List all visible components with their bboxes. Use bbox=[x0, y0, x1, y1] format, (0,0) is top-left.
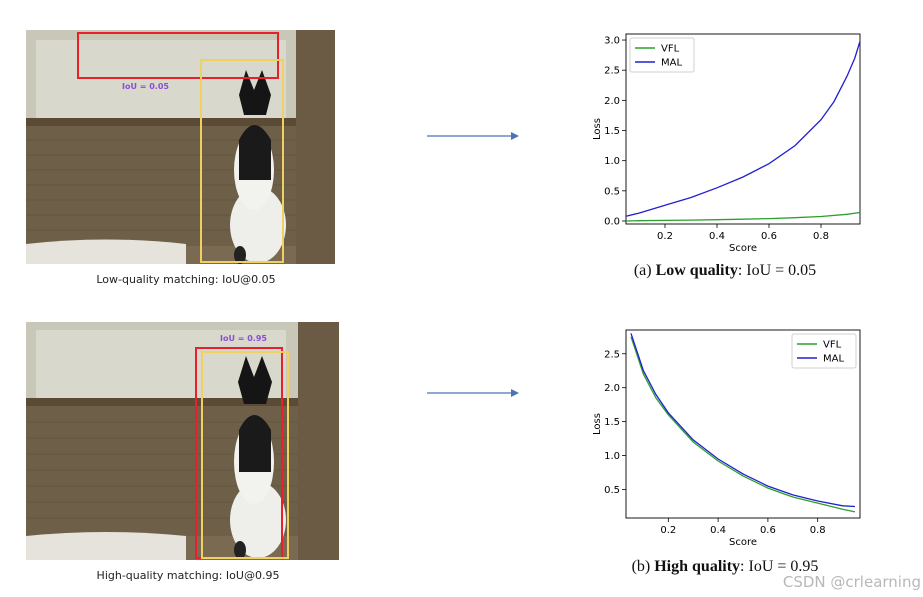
iou-label-low: IoU = 0.05 bbox=[122, 82, 169, 91]
photo-low-quality bbox=[26, 30, 335, 264]
x-tick-label: 0.2 bbox=[660, 525, 676, 536]
y-axis-label: Loss bbox=[592, 118, 603, 140]
iou-label-high: IoU = 0.95 bbox=[220, 334, 267, 343]
y-tick-label: 3.0 bbox=[604, 36, 620, 47]
legend-label: VFL bbox=[661, 44, 680, 55]
arrow-icon bbox=[427, 389, 519, 397]
chart-caption-low: (a) Low quality: IoU = 0.05 bbox=[575, 262, 875, 280]
y-tick-label: 2.0 bbox=[604, 383, 620, 394]
legend-label: VFL bbox=[823, 340, 842, 351]
series-line-vfl bbox=[625, 211, 861, 222]
y-tick-label: 1.0 bbox=[604, 451, 620, 462]
y-tick-label: 1.5 bbox=[604, 126, 620, 137]
x-axis-label: Score bbox=[729, 537, 757, 548]
series-line-mal bbox=[625, 41, 861, 217]
ground-truth-box bbox=[200, 59, 284, 263]
y-tick-label: 2.5 bbox=[604, 349, 620, 360]
x-tick-label: 0.4 bbox=[710, 525, 726, 536]
x-tick-label: 0.8 bbox=[810, 525, 826, 536]
loss-chart-low-quality: 0.2 0.4 0.6 0.8 0.0 0.5 1.0 1.5 2.0 2.5 3.0 Score Lo… bbox=[592, 33, 861, 254]
plot-frame bbox=[625, 329, 861, 519]
y-tick-label: 2.5 bbox=[604, 66, 620, 77]
caption-prefix: (a) bbox=[633, 262, 656, 279]
caption-suffix: : IoU = 0.05 bbox=[737, 262, 817, 279]
plot-frame bbox=[625, 33, 861, 225]
y-tick-label: 0.5 bbox=[604, 485, 620, 496]
photo-caption-high: High-quality matching: IoU@0.95 bbox=[96, 569, 280, 582]
dog-photo-illustration bbox=[26, 30, 335, 264]
caption-prefix: (b) bbox=[631, 558, 655, 575]
caption-bold: High quality bbox=[654, 558, 741, 575]
y-tick-label: 0.5 bbox=[604, 186, 620, 197]
ground-truth-box bbox=[201, 351, 289, 559]
legend-box bbox=[629, 37, 695, 73]
legend-label: MAL bbox=[823, 354, 844, 365]
x-tick-label: 0.2 bbox=[657, 231, 673, 242]
loss-chart-high-quality: 0.2 0.4 0.6 0.8 0.5 1.0 1.5 2.0 2.5 Score Loss VFL M… bbox=[592, 329, 861, 548]
y-tick-label: 1.0 bbox=[604, 156, 620, 167]
x-axis-label: Score bbox=[729, 243, 757, 254]
watermark: CSDN @crlearning bbox=[782, 573, 921, 591]
x-tick-label: 0.6 bbox=[760, 525, 776, 536]
y-axis-label: Loss bbox=[592, 413, 603, 435]
arrow-icon bbox=[427, 132, 519, 140]
photo-high-quality bbox=[26, 322, 339, 560]
chart-caption-high: (b) High quality: IoU = 0.95 bbox=[575, 558, 875, 576]
series-line-vfl bbox=[630, 336, 856, 513]
y-tick-label: 1.5 bbox=[604, 417, 620, 428]
series-line-mal bbox=[630, 333, 856, 508]
x-tick-label: 0.4 bbox=[709, 231, 725, 242]
legend-box bbox=[791, 333, 857, 369]
y-tick-label: 0.0 bbox=[604, 216, 620, 227]
x-tick-label: 0.6 bbox=[761, 231, 777, 242]
caption-suffix: : IoU = 0.95 bbox=[740, 558, 819, 575]
caption-bold: Low quality bbox=[655, 262, 738, 279]
y-tick-label: 2.0 bbox=[604, 96, 620, 107]
legend-label: MAL bbox=[661, 58, 682, 69]
dog-photo-illustration bbox=[26, 322, 339, 560]
photo-caption-low: Low-quality matching: IoU@0.05 bbox=[96, 273, 276, 286]
predicted-box bbox=[77, 32, 279, 79]
x-tick-label: 0.8 bbox=[813, 231, 829, 242]
